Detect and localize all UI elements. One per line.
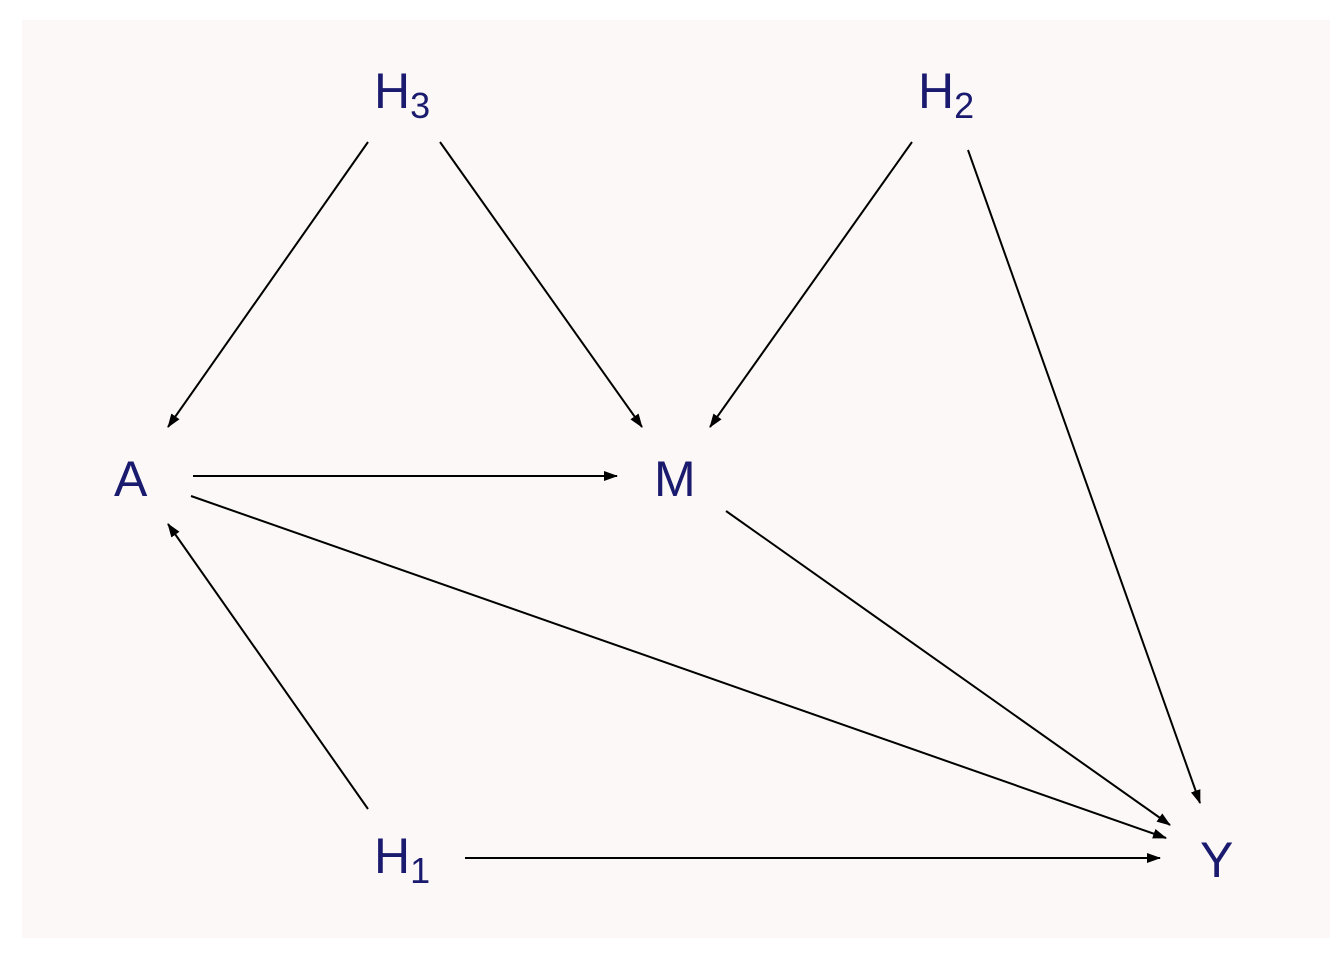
node-h1: H1: [374, 828, 430, 891]
node-a-label: A: [114, 451, 148, 507]
node-h1-subscript: 1: [410, 850, 430, 891]
node-a: A: [114, 451, 148, 507]
node-h2-subscript: 2: [954, 85, 974, 126]
node-h3-subscript: 3: [410, 85, 430, 126]
node-h2: H2: [918, 63, 974, 126]
edge-h2-to-y: [967, 149, 1201, 804]
node-m-label: M: [654, 451, 696, 507]
node-m: M: [654, 451, 696, 507]
edge-h2-to-m: [709, 141, 913, 428]
node-h2-label: H: [918, 63, 954, 119]
node-y-label: Y: [1200, 832, 1233, 888]
edge-h3-to-m: [439, 141, 643, 428]
edge-a-to-y: [190, 495, 1167, 839]
edge-h3-to-a: [167, 141, 369, 428]
node-y: Y: [1200, 832, 1233, 888]
edge-h1-to-a: [167, 523, 369, 810]
node-h3-label: H: [374, 63, 410, 119]
node-h3: H3: [374, 63, 430, 126]
node-h1-label: H: [374, 828, 410, 884]
edge-m-to-y: [725, 510, 1171, 826]
